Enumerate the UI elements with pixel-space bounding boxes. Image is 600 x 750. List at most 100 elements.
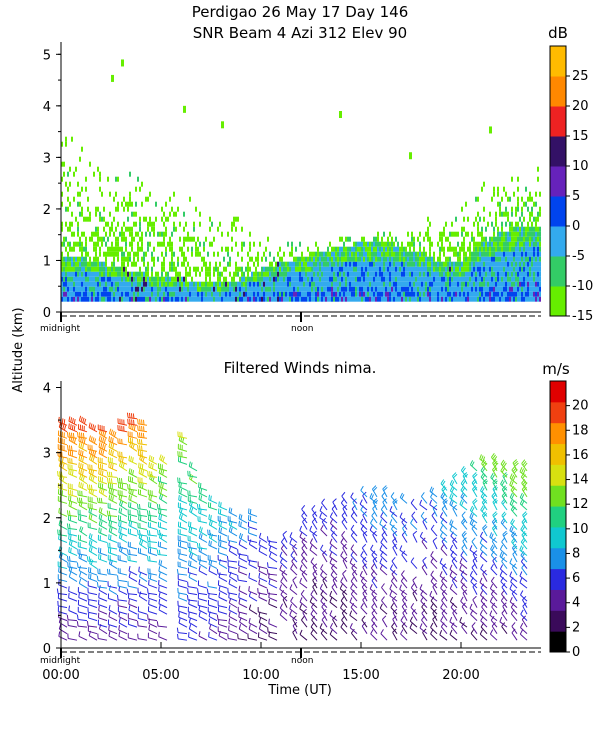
snr-cell xyxy=(165,281,167,287)
snr-cell xyxy=(501,196,503,202)
wind-barb-shaft xyxy=(118,585,128,589)
snr-cell xyxy=(457,256,459,262)
wind-barb-flag xyxy=(140,469,143,475)
wind-barb-shaft xyxy=(248,526,258,530)
wind-barb-shaft xyxy=(108,616,118,622)
wind-barb-flag xyxy=(266,588,269,594)
wind-barb-shaft xyxy=(148,506,158,511)
wind-barb xyxy=(108,631,118,641)
wind-barb xyxy=(299,629,308,641)
snr-cell xyxy=(389,231,391,237)
wind-barb xyxy=(58,416,68,426)
snr-cell xyxy=(415,296,417,302)
snr-cell xyxy=(521,266,523,272)
snr-cell xyxy=(135,186,137,192)
snr-cell xyxy=(475,261,477,267)
snr-cell xyxy=(133,251,135,257)
snr-cell xyxy=(475,286,477,292)
wind-barb-flag xyxy=(176,568,179,575)
snr-cell xyxy=(387,296,389,302)
snr-cell xyxy=(467,291,469,297)
snr-cell xyxy=(111,271,113,277)
snr-cell xyxy=(503,251,505,257)
wind-barb-shaft xyxy=(188,531,198,537)
wind-barb xyxy=(126,588,138,596)
wind-barb xyxy=(128,520,138,530)
wind-barb xyxy=(127,613,138,622)
wind-barb-flag xyxy=(92,476,95,482)
wind-barb-flag xyxy=(88,435,92,441)
wind-barb xyxy=(88,539,98,550)
snr-cell xyxy=(327,286,329,292)
snr-cell xyxy=(493,266,495,272)
snr-cell xyxy=(445,276,447,282)
wind-barb-flag xyxy=(117,575,119,581)
wind-barb xyxy=(107,502,118,511)
snr-cell xyxy=(339,286,341,292)
snr-cell xyxy=(401,276,403,282)
wind-barb xyxy=(208,565,218,576)
snr-cell xyxy=(115,296,117,302)
snr-cell xyxy=(533,281,535,287)
snr-cell xyxy=(149,231,151,237)
wind-barb-shaft xyxy=(229,550,238,556)
snr-cell xyxy=(405,286,407,292)
snr-cell xyxy=(179,246,181,252)
wind-barb xyxy=(238,598,248,609)
wind-barb xyxy=(117,482,128,491)
snr-cell xyxy=(423,276,425,282)
wind-barb xyxy=(68,534,78,543)
wind-barb-flag xyxy=(120,462,123,468)
wind-barb-shaft xyxy=(119,550,128,556)
snr-cell xyxy=(81,256,83,262)
snr-cell xyxy=(295,286,297,292)
wind-barb xyxy=(118,631,128,641)
snr-cell xyxy=(529,291,531,297)
snr-cell xyxy=(163,266,165,272)
wind-barb-flag xyxy=(158,529,161,536)
wind-barb-flag xyxy=(290,550,295,556)
snr-cell xyxy=(337,291,339,297)
wind-barb-flag xyxy=(110,488,113,494)
wind-barb-flag xyxy=(146,510,149,516)
snr-cell xyxy=(161,241,163,247)
snr-cell xyxy=(387,281,389,287)
snr-cell xyxy=(163,241,165,247)
snr-cell xyxy=(519,281,521,287)
top-colorbar-tick-label: -10 xyxy=(572,279,593,294)
wind-barb xyxy=(187,567,198,576)
snr-cell xyxy=(471,236,473,242)
snr-cell xyxy=(121,256,123,262)
snr-cell xyxy=(385,241,387,247)
snr-cell xyxy=(483,271,485,277)
snr-cell xyxy=(259,271,261,277)
snr-cell xyxy=(485,256,487,262)
snr-cell xyxy=(523,236,525,242)
wind-barb xyxy=(76,497,88,504)
snr-cell xyxy=(331,266,333,272)
snr-cell xyxy=(499,291,501,297)
snr-cell xyxy=(103,286,105,292)
snr-cell xyxy=(247,261,249,267)
snr-cell xyxy=(431,261,433,267)
snr-cell xyxy=(73,296,75,302)
snr-cell xyxy=(481,231,483,237)
snr-cell xyxy=(157,296,159,302)
wind-barb-flag xyxy=(112,430,115,436)
snr-cell xyxy=(417,251,419,257)
snr-cell xyxy=(131,236,133,242)
wind-barb-flag xyxy=(110,429,114,435)
snr-cell xyxy=(439,271,441,277)
snr-cell xyxy=(213,281,215,287)
wind-barb xyxy=(117,438,128,446)
snr-cell xyxy=(147,226,149,232)
snr-cell xyxy=(493,271,495,277)
snr-cell xyxy=(325,261,327,267)
snr-cell xyxy=(365,266,367,272)
wind-barb xyxy=(137,418,148,426)
snr-cell xyxy=(245,276,247,282)
wind-barb-shaft xyxy=(292,547,298,556)
snr-cell xyxy=(449,286,451,292)
snr-cell xyxy=(125,236,127,242)
wind-barb-flag xyxy=(92,489,95,495)
